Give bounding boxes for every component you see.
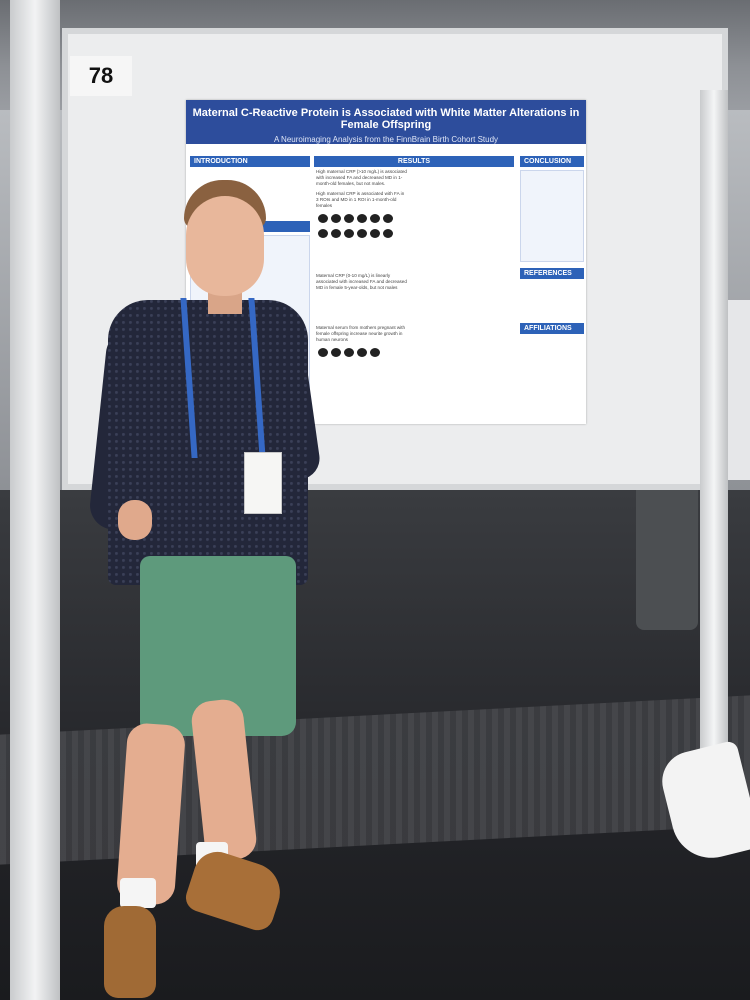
brain-scan-image: [318, 229, 328, 238]
board-number-label: 78: [70, 56, 132, 96]
brain-scan-image: [344, 348, 354, 357]
presenter-hand: [118, 500, 152, 540]
bystander-legs: [636, 480, 698, 630]
poster-middle-column: RESULTS High maternal CRP (>10 mg/L) is …: [314, 156, 514, 360]
affiliation-logos: [520, 334, 584, 378]
result-text-3: Maternal CRP (0-10 mg/L) is linearly ass…: [316, 273, 407, 290]
brain-image-row-2: [314, 226, 514, 241]
white-sock-left: [120, 878, 156, 908]
brain-scan-image: [370, 214, 380, 223]
brain-scan-image: [344, 229, 354, 238]
tan-suede-shoe-left: [104, 906, 156, 998]
brain-image-row-3: [314, 345, 514, 360]
brain-scan-image: [370, 348, 380, 357]
brain-scan-image: [370, 229, 380, 238]
result-text-4: Maternal serum from mothers pregnant wit…: [316, 325, 406, 342]
section-references: REFERENCES: [520, 268, 584, 279]
presenter-face: [186, 196, 264, 296]
brain-scan-image: [331, 214, 341, 223]
brain-scan-image: [331, 229, 341, 238]
blue-lanyard: [180, 298, 266, 458]
brain-scan-image: [331, 348, 341, 357]
result-text-1: High maternal CRP (>10 mg/L) is associat…: [316, 169, 407, 186]
adjacent-poster-board: [728, 300, 750, 480]
brain-scan-image: [383, 229, 393, 238]
brain-scan-image: [318, 214, 328, 223]
poster-title: Maternal C-Reactive Protein is Associate…: [192, 107, 580, 131]
result-text-2: High maternal CRP is associated with FA …: [316, 191, 405, 208]
section-results: RESULTS: [314, 156, 514, 167]
references-text-block: [520, 279, 584, 323]
poster-title-banner: Maternal C-Reactive Protein is Associate…: [186, 100, 586, 144]
name-badge: [244, 452, 282, 514]
conclusion-figure: [520, 170, 584, 262]
brain-scan-image: [383, 214, 393, 223]
board-frame-left: [10, 0, 60, 1000]
section-affiliations: AFFILIATIONS: [520, 323, 584, 334]
brain-scan-image: [344, 214, 354, 223]
brain-image-row-1: [314, 211, 514, 226]
section-introduction: INTRODUCTION: [190, 156, 310, 167]
brain-scan-image: [357, 229, 367, 238]
brain-scan-image: [357, 348, 367, 357]
poster-subtitle: A Neuroimaging Analysis from the FinnBra…: [273, 135, 499, 144]
brain-scan-image: [357, 214, 367, 223]
brain-scan-image: [318, 348, 328, 357]
board-frame-right: [700, 90, 728, 770]
poster-right-column: CONCLUSION REFERENCES AFFILIATIONS: [520, 156, 584, 378]
section-conclusion: CONCLUSION: [520, 156, 584, 167]
